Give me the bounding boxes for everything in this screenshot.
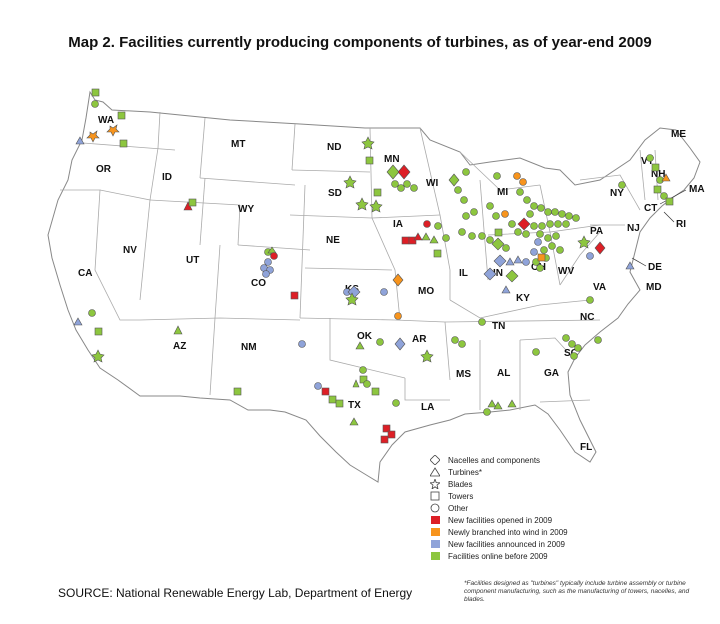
- triangle-icon: [428, 467, 442, 477]
- legend-label-nacelles: Nacelles and components: [448, 455, 541, 465]
- state-label-ia: IA: [393, 219, 403, 230]
- legend-label-announced: New facilities announced in 2009: [448, 539, 565, 549]
- state-label-nh: NH: [651, 169, 665, 180]
- state-label-me: ME: [671, 129, 686, 140]
- state-label-co: CO: [251, 278, 266, 289]
- state-label-sc: SC: [564, 348, 578, 359]
- legend-label-existing: Facilities online before 2009: [448, 551, 548, 561]
- state-label-wi: WI: [426, 178, 438, 189]
- state-label-ri: RI: [676, 219, 686, 230]
- legend-row-existing: Facilities online before 2009: [428, 550, 628, 562]
- state-label-nj: NJ: [627, 223, 640, 234]
- map-legend: Nacelles and components Turbines* Blades…: [428, 454, 628, 562]
- swatch-red: [430, 516, 440, 524]
- state-label-nm: NM: [241, 342, 257, 353]
- legend-row-turbines: Turbines*: [428, 466, 628, 478]
- state-label-va: VA: [593, 282, 606, 293]
- state-label-az: AZ: [173, 341, 186, 352]
- state-label-nv: NV: [123, 245, 137, 256]
- state-label-sd: SD: [328, 188, 342, 199]
- legend-label-turbines: Turbines*: [448, 467, 482, 477]
- legend-label-other: Other: [448, 503, 469, 513]
- swatch-blue: [430, 540, 440, 548]
- state-label-ok: OK: [357, 331, 373, 342]
- state-label-nd: ND: [327, 142, 341, 153]
- state-label-ca: CA: [78, 268, 92, 279]
- state-label-in: IN: [493, 268, 503, 279]
- legend-row-newly-branched: Newly branched into wind in 2009: [428, 526, 628, 538]
- state-label-md: MD: [646, 282, 662, 293]
- state-label-wa: WA: [98, 115, 114, 126]
- circle-icon: [428, 503, 442, 513]
- state-label-tn: TN: [492, 321, 505, 332]
- legend-label-newly-branched: Newly branched into wind in 2009: [448, 527, 568, 537]
- state-label-ma: MA: [689, 184, 705, 195]
- legend-label-towers: Towers: [448, 491, 474, 501]
- state-label-de: DE: [648, 262, 662, 273]
- state-label-la: LA: [421, 402, 434, 413]
- state-label-vt: VT: [641, 156, 654, 167]
- state-label-mt: MT: [231, 139, 245, 150]
- state-label-mo: MO: [418, 286, 434, 297]
- legend-row-towers: Towers: [428, 490, 628, 502]
- footnote: *Facilities designed as "turbines" typic…: [464, 580, 690, 603]
- star-icon: [428, 479, 442, 489]
- state-label-ms: MS: [456, 369, 471, 380]
- state-label-ut: UT: [186, 255, 199, 266]
- state-label-al: AL: [497, 368, 510, 379]
- legend-row-other: Other: [428, 502, 628, 514]
- state-label-or: OR: [96, 164, 112, 175]
- state-label-il: IL: [459, 268, 468, 279]
- state-label-fl: FL: [580, 442, 592, 453]
- legend-label-blades: Blades: [448, 479, 473, 489]
- state-lines: [60, 111, 659, 410]
- state-label-ky: KY: [516, 293, 530, 304]
- state-label-ga: GA: [544, 368, 559, 379]
- state-label-mn: MN: [384, 154, 400, 165]
- state-label-wy: WY: [238, 204, 254, 215]
- swatch-orange: [430, 528, 440, 536]
- legend-row-announced: New facilities announced in 2009: [428, 538, 628, 550]
- state-label-wv: WV: [558, 266, 574, 277]
- legend-row-blades: Blades: [428, 478, 628, 490]
- legend-row-new-opened: New facilities opened in 2009: [428, 514, 628, 526]
- state-label-ny: NY: [610, 188, 624, 199]
- state-label-id: ID: [162, 172, 172, 183]
- square-icon: [428, 491, 442, 501]
- diamond-icon: [428, 455, 442, 465]
- state-label-ne: NE: [326, 235, 340, 246]
- callout-lines: [631, 189, 687, 267]
- state-label-pa: PA: [590, 226, 603, 237]
- legend-row-nacelles: Nacelles and components: [428, 454, 628, 466]
- state-label-ar: AR: [412, 334, 427, 345]
- page-title: Map 2. Facilities currently producing co…: [68, 34, 652, 51]
- facility-markers: [73, 88, 674, 444]
- legend-label-new-opened: New facilities opened in 2009: [448, 515, 553, 525]
- state-label-nc: NC: [580, 312, 594, 323]
- state-label-ct: CT: [644, 203, 657, 214]
- state-label-mi: MI: [497, 187, 508, 198]
- source-note: SOURCE: National Renewable Energy Lab, D…: [58, 586, 413, 600]
- swatch-green: [430, 552, 440, 560]
- state-label-tx: TX: [348, 400, 361, 411]
